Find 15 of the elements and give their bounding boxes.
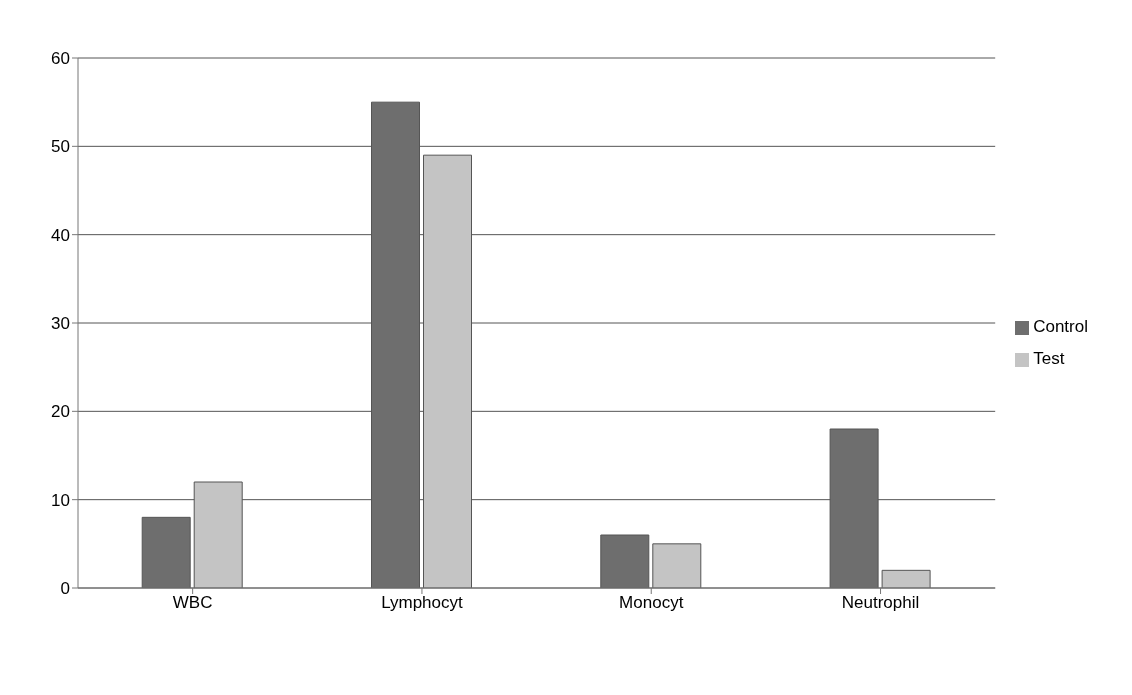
y-tick-label: 40 bbox=[51, 225, 70, 245]
y-tick-label: 10 bbox=[51, 490, 70, 510]
y-tick-label: 30 bbox=[51, 314, 70, 334]
y-tick-label: 20 bbox=[51, 402, 70, 422]
x-tick-label: Lymphocyt bbox=[381, 593, 463, 613]
y-tick-label: 50 bbox=[51, 137, 70, 157]
y-tick-label: 0 bbox=[60, 579, 70, 599]
bar bbox=[881, 569, 931, 588]
bar bbox=[652, 543, 702, 588]
y-tick-label: 60 bbox=[51, 49, 70, 69]
x-tick-label: WBC bbox=[172, 593, 213, 613]
x-tick-label: Monocyt bbox=[619, 593, 684, 613]
legend-label: Test bbox=[1033, 349, 1065, 368]
x-tick-label: Neutrophil bbox=[841, 593, 920, 613]
legend-label: Control bbox=[1033, 317, 1088, 336]
